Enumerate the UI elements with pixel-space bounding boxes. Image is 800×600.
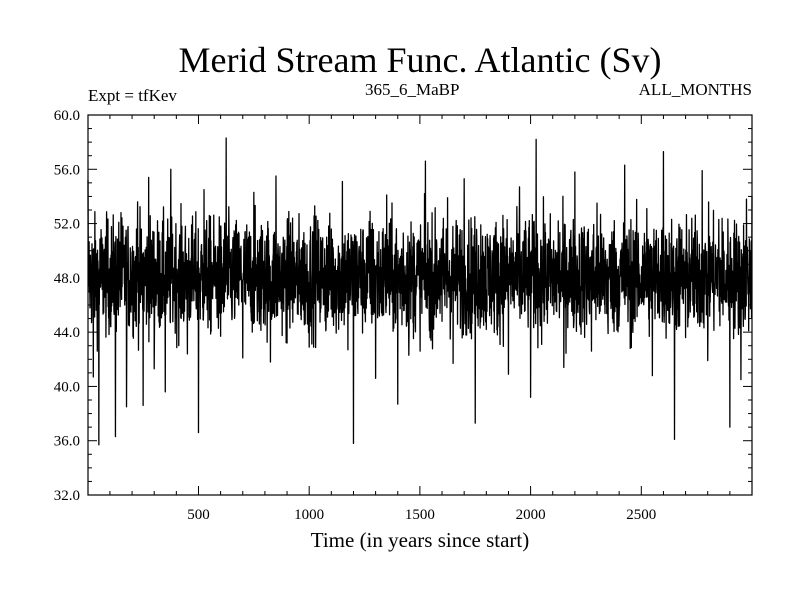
y-tick-label: 44.0: [54, 325, 80, 341]
experiment-label: Expt = tfKev: [88, 86, 177, 105]
series-path: [87, 137, 753, 446]
y-tick-label: 48.0: [54, 271, 80, 287]
y-tick-label: 60.0: [54, 108, 80, 124]
x-axis: 500 1000 1500 2000 2500: [109, 115, 731, 523]
x-tick-label: 2000: [516, 507, 546, 523]
x-axis-label: Time (in years since start): [310, 528, 530, 552]
y-tick-label: 52.0: [54, 217, 80, 233]
x-tick-label: 1000: [294, 507, 324, 523]
y-axis: 32.0 36.0 40.0 44.0 48.0 52.0 56.0 60.0: [54, 108, 752, 504]
months-label: ALL_MONTHS: [638, 80, 752, 99]
x-tick-label: 2500: [626, 507, 656, 523]
x-tick-label: 500: [187, 507, 210, 523]
x-tick-label: 1500: [405, 507, 435, 523]
y-tick-label: 56.0: [54, 162, 80, 178]
y-tick-label: 36.0: [54, 434, 80, 450]
chart-title: Merid Stream Func. Atlantic (Sv): [178, 40, 662, 80]
y-tick-label: 40.0: [54, 379, 80, 395]
data-series-line: [87, 137, 753, 446]
y-tick-label: 32.0: [54, 488, 80, 504]
run-label: 365_6_MaBP: [365, 80, 460, 99]
